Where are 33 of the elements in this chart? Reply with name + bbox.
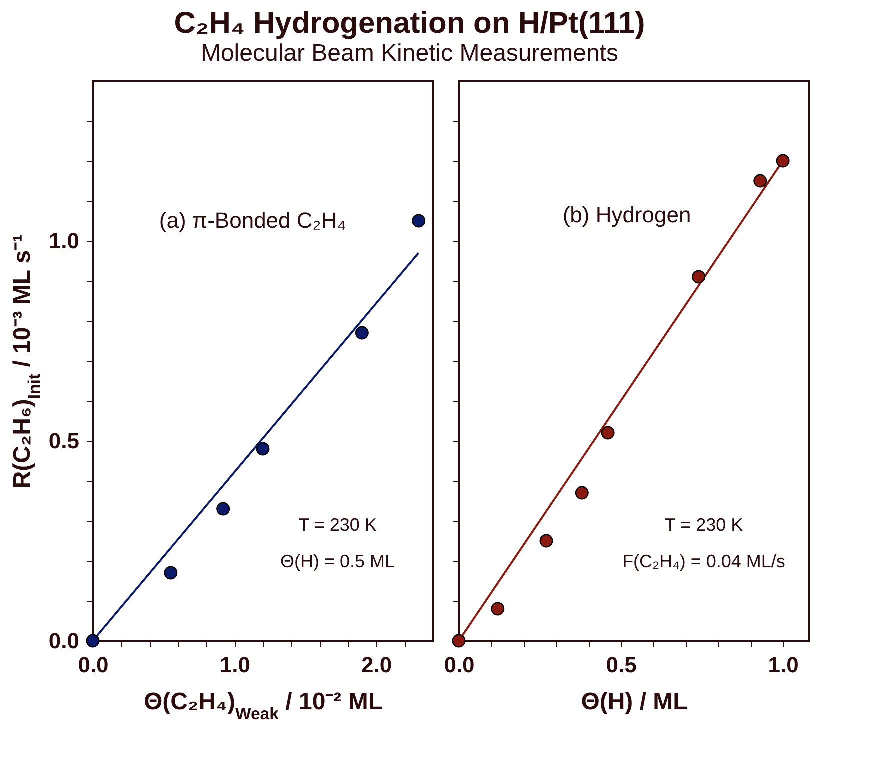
point bbox=[776, 154, 790, 168]
point bbox=[216, 502, 230, 516]
point bbox=[491, 602, 505, 616]
x-axis-title: Θ(C₂H₄)$_{Weak}$ / 10⁻² ML bbox=[144, 688, 383, 723]
annotation: T = 230 K bbox=[664, 515, 744, 536]
x-tick-label: 0.5 bbox=[606, 652, 637, 678]
annotation: (a) π-Bonded C₂H₄ bbox=[159, 208, 346, 233]
chart-subtitle: Molecular Beam Kinetic Measurements bbox=[200, 40, 618, 67]
x-tick-label: 2.0 bbox=[362, 652, 392, 678]
point bbox=[355, 326, 369, 340]
x-tick-label: 1.0 bbox=[220, 652, 250, 678]
annotation: Θ(H) = 0.5 ML bbox=[280, 552, 396, 572]
y-tick-label: 1.0 bbox=[48, 228, 80, 254]
point bbox=[575, 486, 589, 500]
point bbox=[164, 566, 178, 580]
chart-title: C₂H₄ Hydrogenation on H/Pt(111) bbox=[174, 7, 646, 40]
x-tick-label: 1.0 bbox=[768, 652, 799, 678]
point bbox=[754, 174, 768, 188]
y-tick-label: 0.5 bbox=[48, 428, 80, 454]
point bbox=[86, 634, 100, 648]
point bbox=[540, 534, 554, 548]
point bbox=[452, 634, 466, 648]
point bbox=[256, 442, 270, 456]
annotation: (b) Hydrogen bbox=[562, 202, 692, 228]
point bbox=[601, 426, 615, 440]
annotation: F(C₂H₄) = 0.04 ML/s bbox=[622, 552, 786, 572]
y-tick-label: 0.0 bbox=[48, 628, 80, 654]
x-tick-label: 0.0 bbox=[444, 652, 475, 678]
point bbox=[412, 214, 426, 228]
x-tick-label: 0.0 bbox=[78, 652, 109, 678]
annotation: T = 230 K bbox=[298, 515, 377, 536]
point bbox=[692, 270, 706, 284]
x-axis-title: Θ(H) / ML bbox=[581, 688, 688, 716]
